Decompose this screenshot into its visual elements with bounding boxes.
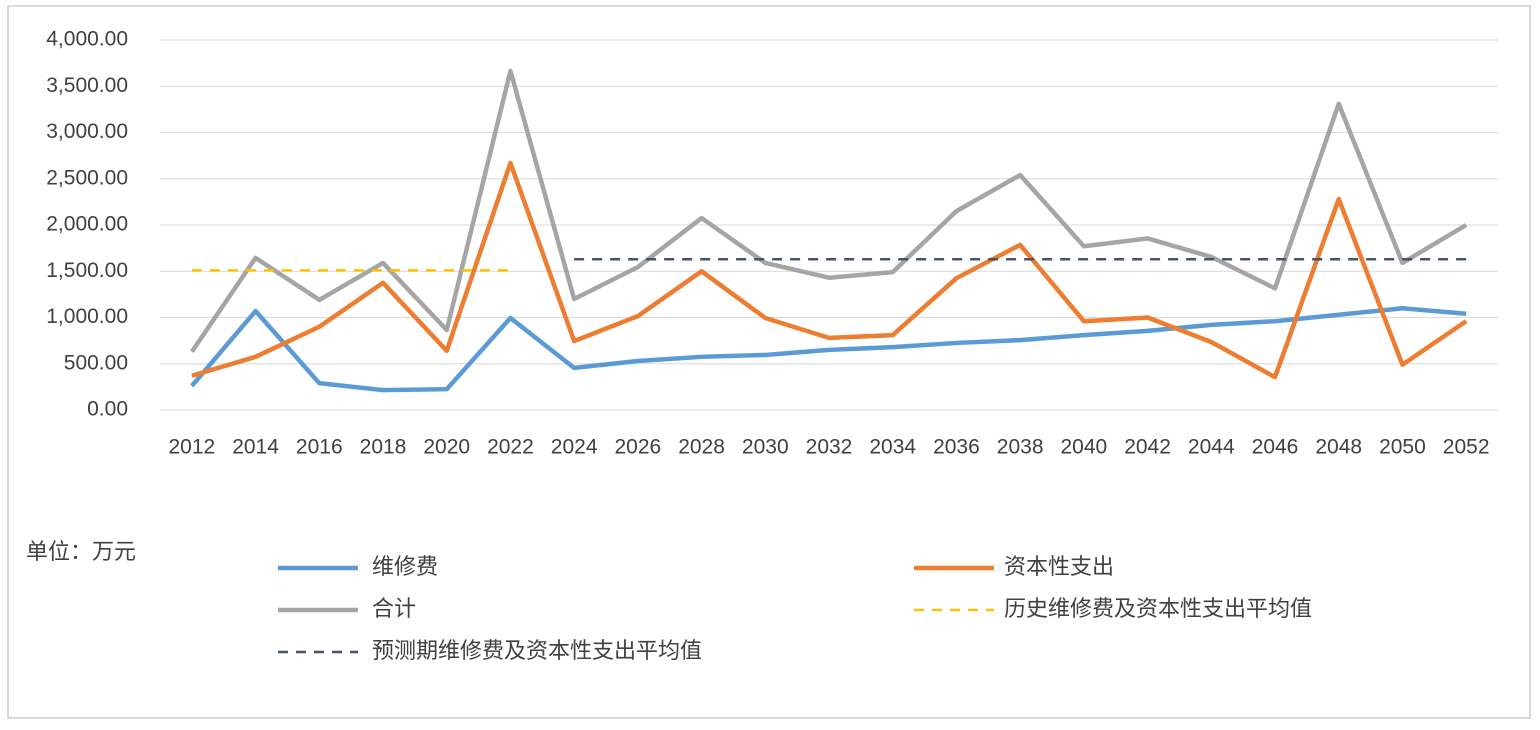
x-tick-label: 2040: [1060, 436, 1107, 459]
series-line: [190, 306, 1467, 393]
y-tick-label: 500.00: [64, 351, 128, 374]
series-line: [191, 160, 1468, 380]
chart-border: [7, 5, 1531, 719]
legend-label: 预测期维修费及资本性支出平均值: [372, 639, 702, 664]
x-tick-label: 2030: [742, 436, 789, 459]
x-tick-label: 2026: [614, 436, 661, 459]
x-tick-label: 2032: [806, 436, 853, 459]
legend-label: 维修费: [372, 555, 438, 580]
x-tick-label: 2044: [1188, 436, 1235, 459]
legend-label: 资本性支出: [1004, 555, 1114, 580]
y-tick-label: 3,000.00: [46, 120, 128, 143]
x-tick-label: 2020: [423, 436, 470, 459]
y-tick-label: 1,500.00: [46, 259, 128, 282]
y-tick-label: 0.00: [87, 398, 128, 421]
series-line: [189, 68, 1468, 353]
x-tick-label: 2048: [1315, 436, 1362, 459]
y-tick-label: 3,500.00: [46, 74, 128, 97]
y-tick-label: 2,000.00: [46, 213, 128, 236]
x-tick-label: 2028: [678, 436, 725, 459]
x-tick-label: 2016: [296, 436, 343, 459]
x-tick-label: 2018: [360, 436, 407, 459]
x-tick-label: 2034: [869, 436, 916, 459]
x-tick-label: 2012: [168, 436, 215, 459]
legend-label: 历史维修费及资本性支出平均值: [1004, 597, 1312, 622]
y-tick-label: 4,000.00: [46, 28, 128, 51]
x-tick-label: 2022: [487, 436, 534, 459]
y-tick-label: 1,000.00: [46, 305, 128, 328]
x-tick-label: 2038: [997, 436, 1044, 459]
unit-annotation: 单位：万元: [26, 540, 136, 565]
x-tick-label: 2036: [933, 436, 980, 459]
x-tick-label: 2014: [232, 436, 279, 459]
x-tick-label: 2042: [1124, 436, 1171, 459]
x-tick-label: 2024: [551, 436, 598, 459]
y-tick-label: 2,500.00: [46, 166, 128, 189]
legend-label: 合计: [372, 597, 416, 622]
x-tick-label: 2046: [1252, 436, 1299, 459]
x-tick-label: 2050: [1379, 436, 1426, 459]
x-tick-label: 2052: [1443, 436, 1490, 459]
